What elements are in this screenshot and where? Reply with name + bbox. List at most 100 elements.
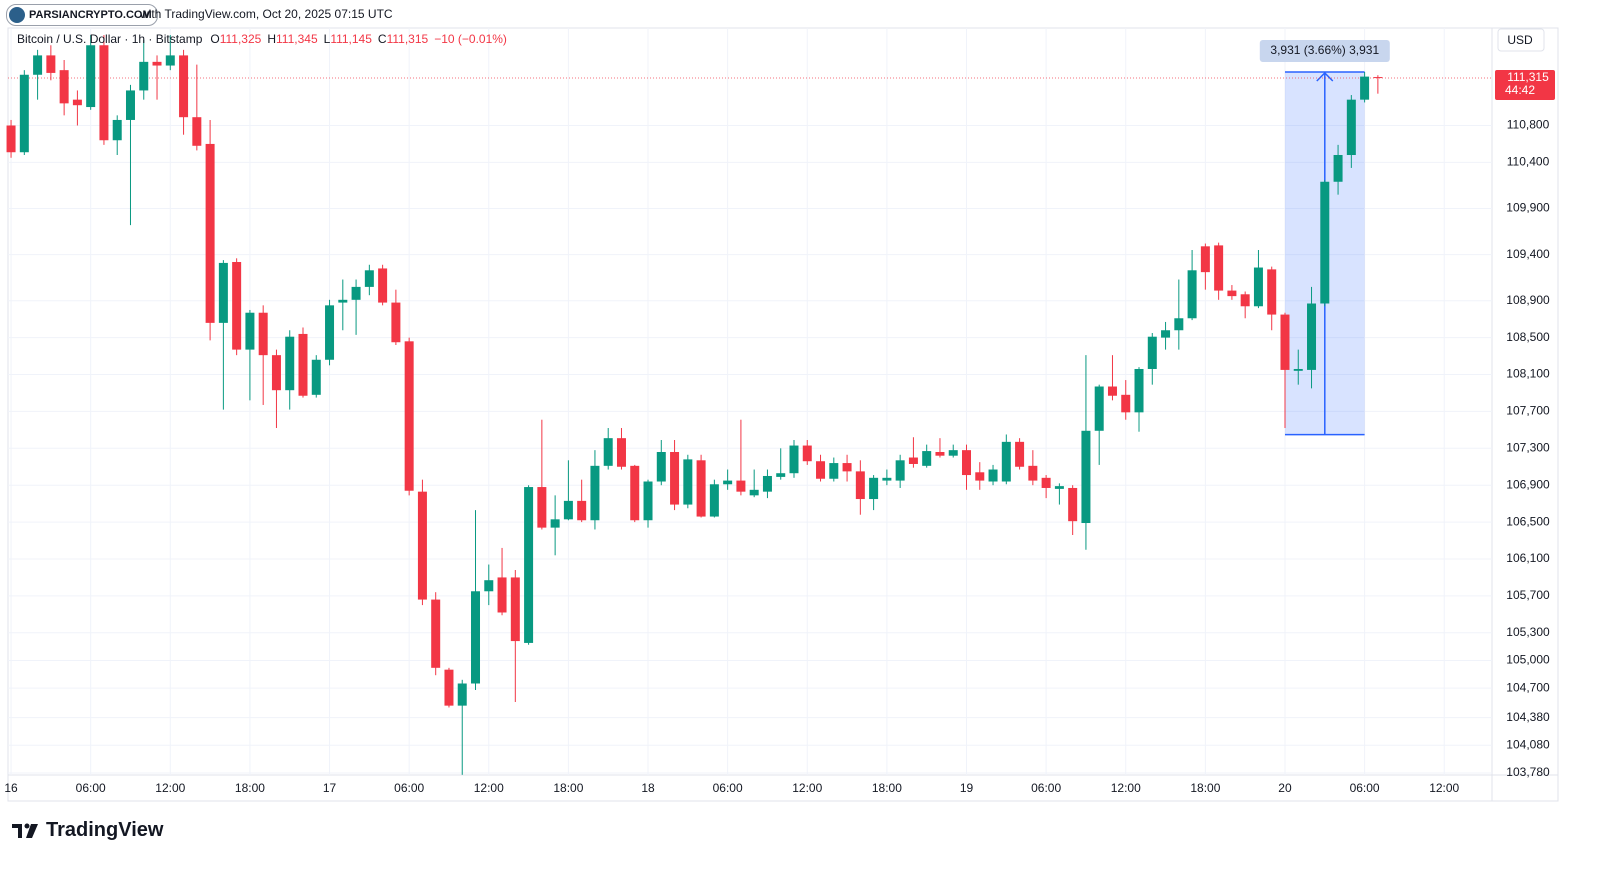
x-tick-label: 12:00 [1111, 781, 1141, 795]
candle-body [510, 577, 520, 642]
candle-body [245, 312, 255, 350]
y-tick-label: 108,100 [1506, 367, 1550, 381]
x-tick-label: 12:00 [1429, 781, 1459, 795]
candle-body [962, 450, 972, 476]
candle-body [1307, 303, 1317, 370]
candle-body [1121, 394, 1131, 413]
candle-body [670, 451, 680, 505]
candle-body [391, 302, 401, 343]
candle-body [497, 577, 507, 613]
candle-body [6, 125, 16, 153]
candle-body [125, 90, 135, 120]
x-tick-label: 06:00 [1031, 781, 1061, 795]
candle-body [298, 333, 308, 396]
candle-body [1280, 314, 1290, 370]
candle-body [72, 99, 82, 106]
candle-body [19, 74, 29, 153]
candle-body [762, 475, 772, 492]
candle-body [33, 55, 43, 75]
y-tick-label: 109,400 [1506, 247, 1550, 261]
legend-value: 111,325 [219, 32, 262, 46]
y-tick-label: 109,900 [1506, 201, 1550, 215]
candle-body [537, 487, 547, 528]
countdown-label: 44:42 [1505, 83, 1535, 97]
y-tick-label: 104,380 [1506, 710, 1550, 724]
watermark-badge: PARSIANCRYPTO.COM [6, 4, 158, 26]
candle-body [1253, 267, 1263, 307]
candle-body [789, 445, 799, 474]
x-tick-label: 20 [1278, 781, 1292, 795]
candle-body [46, 55, 56, 73]
x-tick-label: 18:00 [1190, 781, 1220, 795]
currency-label: USD [1507, 33, 1533, 47]
x-tick-label: 12:00 [155, 781, 185, 795]
candle-body [988, 469, 998, 482]
candle-body [948, 450, 958, 456]
candle-body [855, 471, 865, 500]
y-tick-label: 104,700 [1506, 680, 1550, 694]
legend-key: C [377, 32, 387, 46]
x-tick-label: 18:00 [553, 781, 583, 795]
candle-body [1360, 76, 1370, 100]
candle-body [1161, 330, 1171, 338]
last-price-box [1495, 69, 1555, 100]
x-tick-label: 06:00 [394, 781, 424, 795]
candle-body [271, 355, 281, 391]
candle-body [1094, 386, 1104, 431]
x-tick-label: 18:00 [235, 781, 265, 795]
y-tick-label: 106,100 [1506, 551, 1550, 565]
last-price-label: 111,315 [1507, 70, 1549, 84]
candle-body [616, 438, 626, 467]
candle-body [1267, 269, 1277, 315]
y-tick-label: 108,500 [1506, 330, 1550, 344]
candle-body [882, 477, 892, 481]
candle-body [192, 117, 202, 146]
currency-box[interactable] [1497, 28, 1545, 52]
candle-body [749, 489, 759, 496]
candle-body [1320, 181, 1330, 304]
y-tick-label: 110,800 [1507, 118, 1550, 132]
x-tick-label: 06:00 [76, 781, 106, 795]
candle-body [112, 119, 122, 141]
candle-body [802, 445, 812, 462]
candle-body [86, 45, 96, 108]
legend-value: 111,315 [386, 32, 429, 46]
candle-body [550, 519, 560, 528]
y-tick-label: 105,700 [1506, 588, 1550, 602]
candle-body [1028, 465, 1038, 481]
y-tick-label: 105,000 [1506, 653, 1550, 667]
candle-body [656, 451, 666, 482]
candle-body [378, 268, 388, 303]
candle-body [364, 270, 374, 287]
candle-body [165, 55, 175, 66]
candle-body [709, 484, 719, 517]
candle-body [258, 312, 268, 356]
x-tick-label: 16 [4, 781, 18, 795]
candle-body [404, 341, 414, 491]
candle-body [1068, 487, 1078, 522]
published-line: with TradingView.com, Oct 20, 2025 07:15… [140, 7, 393, 21]
candle-body [99, 45, 109, 141]
grid [8, 28, 1492, 775]
candle-body [1174, 318, 1184, 331]
chart-frame [7, 27, 1559, 802]
legend-key: L [323, 32, 331, 46]
candle-body [1015, 441, 1025, 467]
measure-label: 3,931 (3.66%) 3,931 [1270, 43, 1379, 57]
candle-body [1187, 270, 1197, 319]
footer-brand: TradingView [46, 819, 164, 841]
candle-body [1373, 77, 1383, 79]
candle-body [232, 261, 242, 350]
x-tick-label: 19 [960, 781, 974, 795]
candle-body [643, 481, 653, 521]
candle-body [205, 143, 215, 323]
candle-body [471, 591, 481, 684]
candle-body [829, 463, 839, 479]
candle-body [218, 262, 228, 323]
candle-body [1147, 336, 1157, 369]
candle-body [1293, 368, 1303, 371]
y-tick-label: 104,080 [1506, 737, 1550, 751]
candle-body [152, 61, 162, 66]
candle-body [325, 305, 335, 360]
